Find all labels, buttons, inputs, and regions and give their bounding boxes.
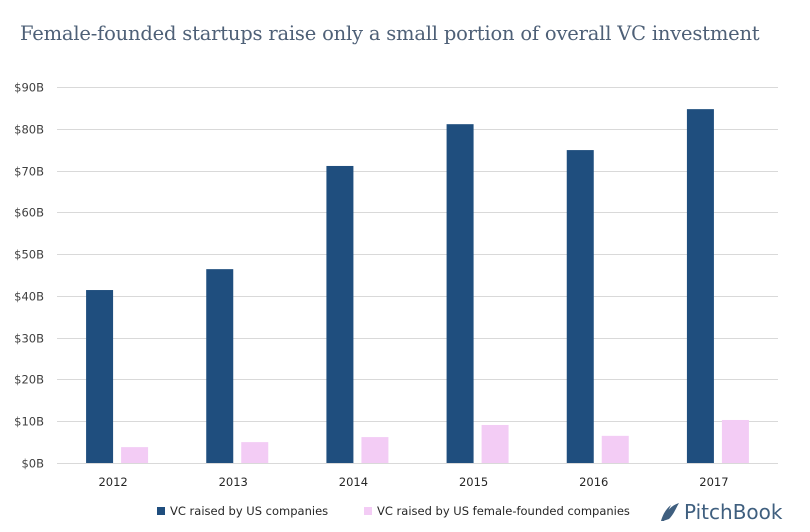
logo-text: PitchBook: [684, 500, 783, 524]
legend-item-us-companies: VC raised by US companies: [157, 504, 328, 518]
y-tick-label: $50B: [14, 248, 44, 262]
gridlines: [57, 87, 778, 464]
bar-female-founded: [241, 442, 269, 463]
bar-us-companies: [686, 109, 714, 464]
y-tick-label: $80B: [14, 123, 44, 137]
y-tick-label: $20B: [14, 373, 44, 387]
chart-title: Female-founded startups raise only a sma…: [20, 22, 760, 45]
pitchbook-logo: PitchBook: [660, 500, 782, 524]
y-tick-label: $30B: [14, 332, 44, 346]
x-tick-label: 2017: [699, 475, 728, 489]
y-tick-label: $0B: [21, 457, 44, 471]
bar-us-companies: [446, 124, 474, 463]
bar-female-founded: [481, 424, 509, 463]
x-tick-label: 2015: [459, 475, 488, 489]
legend-swatch-us-companies: [157, 507, 165, 515]
legend-item-female-founded: VC raised by US female-founded companies: [364, 504, 630, 518]
x-axis-ticks: 2012 2013 2014 2015 2016 2017: [98, 475, 728, 489]
bar-female-founded: [721, 419, 749, 463]
bar-us-companies: [326, 165, 354, 463]
y-tick-label: $90B: [14, 81, 44, 95]
bar-female-founded: [361, 437, 389, 463]
y-tick-label: $40B: [14, 290, 44, 304]
chart-area: $0B$10B$20B$30B$40B$50B$60B$70B$80B$90B …: [14, 81, 778, 489]
pitchbook-leaf-icon: [661, 503, 679, 521]
x-tick-label: 2016: [579, 475, 608, 489]
y-axis-ticks: $0B $10B $20B $30B $40B $50B $60B $70B $80B $90B: [14, 81, 44, 471]
bars: [86, 109, 749, 464]
bar-female-founded: [121, 447, 149, 463]
legend-swatch-female-founded: [364, 507, 372, 515]
bar-us-companies: [566, 150, 594, 463]
bar-us-companies: [206, 269, 234, 463]
x-tick-label: 2014: [339, 475, 368, 489]
legend-label-us-companies: VC raised by US companies: [170, 504, 329, 518]
bar-female-founded: [601, 435, 629, 463]
legend-label-female-founded: VC raised by US female-founded companies: [377, 504, 630, 518]
x-tick-label: 2013: [219, 475, 248, 489]
y-tick-label: $70B: [14, 165, 44, 179]
x-tick-label: 2012: [98, 475, 127, 489]
bar-us-companies: [86, 290, 114, 463]
y-tick-label: $60B: [14, 206, 44, 220]
y-tick-label: $10B: [14, 415, 44, 429]
